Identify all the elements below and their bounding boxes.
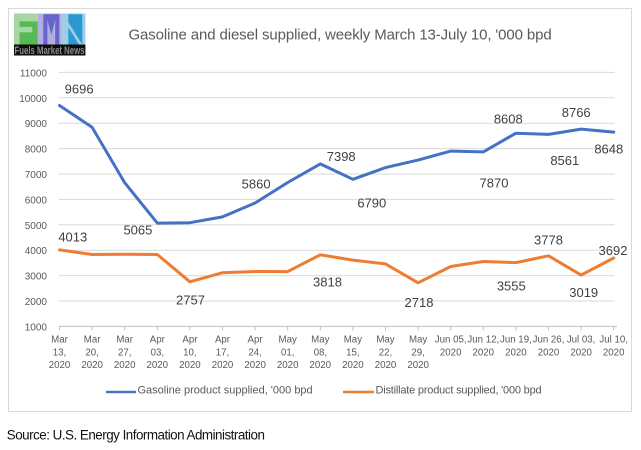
svg-text:Jun 05,: Jun 05, <box>435 334 467 345</box>
svg-text:3000: 3000 <box>25 272 48 283</box>
svg-text:2020: 2020 <box>114 360 136 371</box>
svg-text:2020: 2020 <box>505 348 527 359</box>
svg-text:Apr: Apr <box>248 334 264 345</box>
svg-text:Jun 12,: Jun 12, <box>467 334 499 345</box>
svg-text:May: May <box>344 334 362 345</box>
svg-text:22,: 22, <box>379 348 392 359</box>
svg-text:2020: 2020 <box>342 360 364 371</box>
svg-text:Apr: Apr <box>150 334 166 345</box>
svg-text:May: May <box>279 334 297 345</box>
svg-text:Jun 26,: Jun 26, <box>533 334 565 345</box>
svg-text:3019: 3019 <box>569 285 598 300</box>
svg-text:3692: 3692 <box>599 243 628 258</box>
svg-text:2020: 2020 <box>310 360 332 371</box>
svg-text:2718: 2718 <box>405 295 434 310</box>
svg-text:27,: 27, <box>118 348 131 359</box>
svg-text:Distillate product supplied, ': Distillate product supplied, '000 bpd <box>376 385 542 397</box>
svg-text:4000: 4000 <box>25 246 48 257</box>
svg-text:3555: 3555 <box>497 279 526 294</box>
svg-text:8561: 8561 <box>550 153 579 168</box>
svg-text:4013: 4013 <box>58 230 87 245</box>
svg-text:8608: 8608 <box>494 111 523 126</box>
svg-text:Mar: Mar <box>84 334 101 345</box>
svg-text:Gasoline product supplied, '00: Gasoline product supplied, '000 bpd <box>138 385 313 397</box>
svg-text:Fuels Market News: Fuels Market News <box>15 45 85 57</box>
svg-text:Gasoline and diesel supplied,: Gasoline and diesel supplied, weekly Mar… <box>129 26 552 43</box>
svg-text:2020: 2020 <box>570 348 592 359</box>
svg-text:01,: 01, <box>281 348 294 359</box>
svg-text:2020: 2020 <box>407 360 429 371</box>
svg-text:May: May <box>376 334 394 345</box>
svg-text:20,: 20, <box>85 348 98 359</box>
svg-text:6790: 6790 <box>357 195 386 210</box>
svg-text:2020: 2020 <box>147 360 169 371</box>
svg-text:8766: 8766 <box>562 105 591 120</box>
svg-text:2757: 2757 <box>176 292 205 307</box>
svg-text:Mar: Mar <box>116 334 133 345</box>
svg-text:2020: 2020 <box>375 360 397 371</box>
svg-text:5065: 5065 <box>123 223 152 238</box>
svg-text:Apr: Apr <box>215 334 231 345</box>
svg-text:5860: 5860 <box>242 176 271 191</box>
svg-text:17,: 17, <box>216 348 229 359</box>
svg-text:7870: 7870 <box>480 175 509 190</box>
svg-text:29,: 29, <box>411 348 424 359</box>
svg-text:11000: 11000 <box>20 68 48 79</box>
svg-text:2020: 2020 <box>212 360 234 371</box>
svg-text:2020: 2020 <box>244 360 266 371</box>
svg-text:08,: 08, <box>314 348 327 359</box>
svg-text:2020: 2020 <box>179 360 201 371</box>
svg-text:9000: 9000 <box>25 119 48 130</box>
svg-text:5000: 5000 <box>25 221 48 232</box>
svg-text:Mar: Mar <box>51 334 68 345</box>
svg-text:8648: 8648 <box>594 142 623 157</box>
svg-text:10000: 10000 <box>19 94 47 105</box>
svg-text:Jun 19,: Jun 19, <box>500 334 532 345</box>
svg-text:10,: 10, <box>183 348 196 359</box>
svg-text:2020: 2020 <box>81 360 103 371</box>
svg-text:8000: 8000 <box>25 145 48 156</box>
svg-text:7398: 7398 <box>327 149 356 164</box>
svg-text:Jul 03,: Jul 03, <box>567 334 596 345</box>
svg-text:15,: 15, <box>346 348 359 359</box>
svg-text:3778: 3778 <box>534 233 563 248</box>
svg-text:1000: 1000 <box>25 322 48 333</box>
svg-text:24,: 24, <box>248 348 261 359</box>
svg-text:2020: 2020 <box>473 348 495 359</box>
svg-text:2020: 2020 <box>603 348 625 359</box>
svg-text:2020: 2020 <box>49 360 71 371</box>
svg-text:Source: U.S. Energy Informatio: Source: U.S. Energy Information Administ… <box>7 428 265 443</box>
svg-text:Jul 10,: Jul 10, <box>599 334 628 345</box>
svg-text:6000: 6000 <box>25 195 48 206</box>
svg-text:3818: 3818 <box>313 274 342 289</box>
svg-text:13,: 13, <box>53 348 66 359</box>
svg-text:Apr: Apr <box>182 334 198 345</box>
svg-text:9696: 9696 <box>65 82 94 97</box>
svg-text:2020: 2020 <box>277 360 299 371</box>
svg-text:03,: 03, <box>151 348 164 359</box>
svg-text:2020: 2020 <box>538 348 560 359</box>
svg-text:2020: 2020 <box>440 348 462 359</box>
svg-text:7000: 7000 <box>25 170 48 181</box>
svg-text:May: May <box>311 334 329 345</box>
svg-text:2000: 2000 <box>25 297 48 308</box>
svg-text:May: May <box>409 334 427 345</box>
